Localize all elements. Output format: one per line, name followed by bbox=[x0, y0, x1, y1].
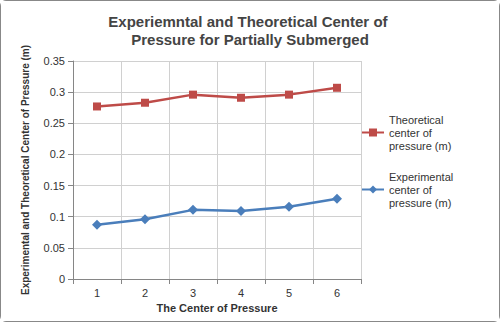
svg-text:Theoretical: Theoretical bbox=[389, 114, 446, 126]
svg-text:3: 3 bbox=[190, 287, 196, 299]
svg-text:center of: center of bbox=[389, 184, 435, 196]
svg-text:6: 6 bbox=[334, 287, 340, 299]
svg-text:Pressure for Partially Submerg: Pressure for Partially Submerged bbox=[131, 31, 369, 48]
svg-text:4: 4 bbox=[238, 287, 244, 299]
svg-text:0.35: 0.35 bbox=[44, 55, 65, 67]
svg-text:pressure (m): pressure (m) bbox=[389, 140, 451, 152]
svg-text:0.15: 0.15 bbox=[44, 180, 65, 192]
svg-text:Experimental: Experimental bbox=[389, 171, 456, 183]
svg-text:2: 2 bbox=[142, 287, 148, 299]
svg-text:0.3: 0.3 bbox=[50, 86, 65, 98]
svg-text:1: 1 bbox=[94, 287, 100, 299]
svg-text:0.1: 0.1 bbox=[50, 211, 65, 223]
svg-text:0.25: 0.25 bbox=[44, 117, 65, 129]
svg-text:The Center of Pressure: The Center of Pressure bbox=[156, 302, 277, 314]
svg-text:5: 5 bbox=[286, 287, 292, 299]
svg-text:Experimental and Theoretical C: Experimental and Theoretical Center of P… bbox=[20, 45, 31, 295]
svg-text:Experiemntal and Theoretical C: Experiemntal and Theoretical Center of bbox=[108, 13, 391, 30]
svg-text:0.2: 0.2 bbox=[50, 148, 65, 160]
svg-text:center of: center of bbox=[389, 127, 435, 139]
svg-text:0: 0 bbox=[59, 273, 65, 285]
svg-text:pressure (m): pressure (m) bbox=[389, 197, 451, 209]
svg-text:0.05: 0.05 bbox=[44, 242, 65, 254]
